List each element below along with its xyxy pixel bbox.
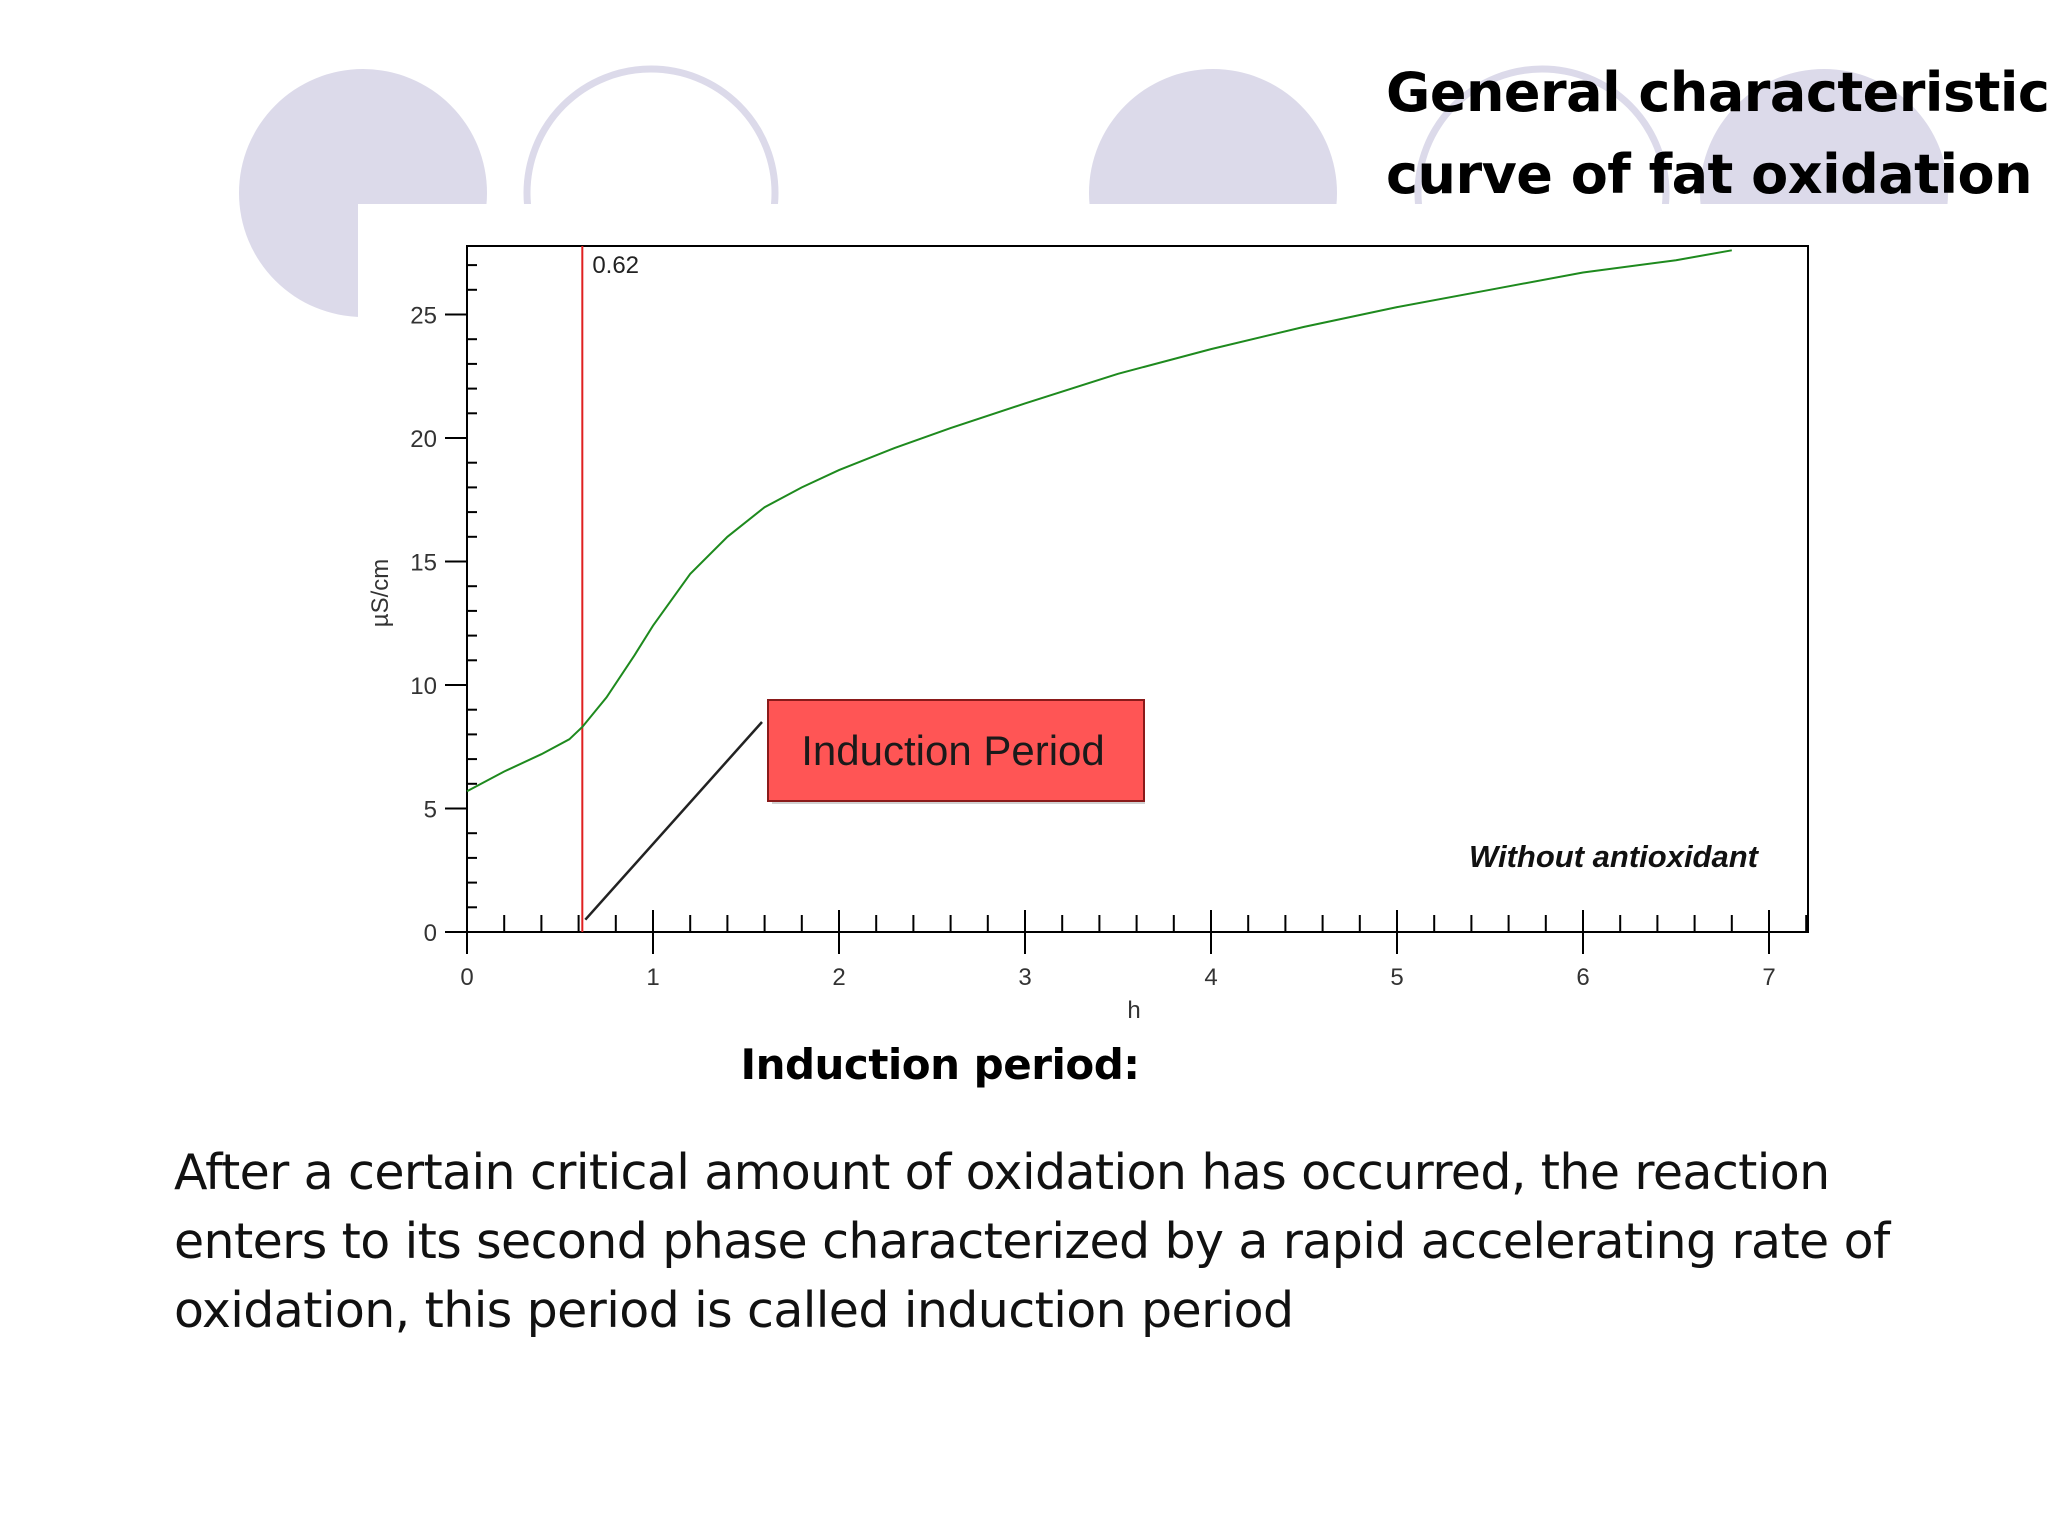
induction-period-box <box>767 699 1145 802</box>
title-line-2: curve of fat oxidation <box>1386 143 2033 206</box>
x-axis-ticks <box>466 910 1808 954</box>
x-tick-labels: 0 1 2 3 4 5 6 7 <box>460 964 1775 991</box>
series-line-conductivity <box>466 249 1732 793</box>
induction-period-heading: Induction period: <box>740 1040 1140 1089</box>
x-tick-label: 1 <box>646 964 659 991</box>
y-tick-label: 15 <box>410 550 437 577</box>
body-line-1: After a certain critical amount of oxida… <box>174 1144 1830 1201</box>
y-tick-labels: 0 5 10 15 20 25 <box>410 303 437 948</box>
annotation-pointer <box>584 721 763 921</box>
slide-title: General characteristics curve of fat oxi… <box>1386 52 2048 216</box>
induction-marker-label: 0.62 <box>592 252 639 279</box>
title-line-1: General characteristics <box>1386 61 2048 124</box>
x-tick-label: 4 <box>1204 964 1217 991</box>
x-tick-label: 0 <box>460 964 473 991</box>
y-axis-ticks <box>445 264 477 933</box>
y-axis-label: µS/cm <box>367 559 394 628</box>
body-paragraph: After a certain critical amount of oxida… <box>174 1138 2034 1345</box>
y-tick-label: 0 <box>424 920 437 947</box>
x-tick-label: 3 <box>1018 964 1031 991</box>
x-axis-label: h <box>1127 997 1140 1024</box>
x-tick-label: 2 <box>832 964 845 991</box>
body-line-2: enters to its second phase characterized… <box>174 1213 1890 1270</box>
without-antioxidant-label: Without antioxidant <box>1469 839 1760 874</box>
induction-period-label: Induction Period <box>801 727 1105 774</box>
y-tick-label: 5 <box>424 797 437 824</box>
x-tick-label: 5 <box>1390 964 1403 991</box>
y-tick-label: 10 <box>410 673 437 700</box>
y-tick-label: 25 <box>410 303 437 330</box>
body-line-3: oxidation, this period is called inducti… <box>174 1282 1294 1339</box>
x-tick-label: 7 <box>1762 964 1775 991</box>
y-tick-label: 20 <box>410 426 437 453</box>
oxidation-chart: 0 1 2 3 4 5 6 7 0 5 10 15 20 25 0.62 Induction Perio… <box>367 245 1809 1024</box>
plot-frame <box>466 245 1809 933</box>
x-tick-label: 6 <box>1576 964 1589 991</box>
